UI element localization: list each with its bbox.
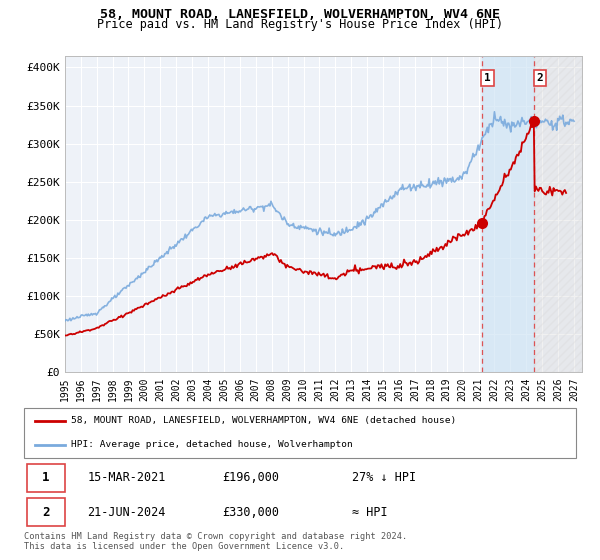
Text: ≈ HPI: ≈ HPI bbox=[352, 506, 388, 519]
FancyBboxPatch shape bbox=[24, 408, 576, 458]
Text: £196,000: £196,000 bbox=[223, 472, 280, 484]
Text: Contains HM Land Registry data © Crown copyright and database right 2024.
This d: Contains HM Land Registry data © Crown c… bbox=[24, 532, 407, 552]
Text: £330,000: £330,000 bbox=[223, 506, 280, 519]
Text: 58, MOUNT ROAD, LANESFIELD, WOLVERHAMPTON, WV4 6NE: 58, MOUNT ROAD, LANESFIELD, WOLVERHAMPTO… bbox=[100, 8, 500, 21]
Bar bbox=[482, 56, 534, 372]
Text: 2: 2 bbox=[43, 506, 50, 519]
Bar bbox=[534, 56, 582, 372]
FancyBboxPatch shape bbox=[27, 498, 65, 526]
Text: 2: 2 bbox=[536, 73, 544, 83]
FancyBboxPatch shape bbox=[27, 464, 65, 492]
Text: Price paid vs. HM Land Registry's House Price Index (HPI): Price paid vs. HM Land Registry's House … bbox=[97, 18, 503, 31]
Text: 21-JUN-2024: 21-JUN-2024 bbox=[88, 506, 166, 519]
Text: 27% ↓ HPI: 27% ↓ HPI bbox=[352, 472, 416, 484]
Text: 58, MOUNT ROAD, LANESFIELD, WOLVERHAMPTON, WV4 6NE (detached house): 58, MOUNT ROAD, LANESFIELD, WOLVERHAMPTO… bbox=[71, 416, 456, 425]
Text: 1: 1 bbox=[43, 472, 50, 484]
Text: 15-MAR-2021: 15-MAR-2021 bbox=[88, 472, 166, 484]
Text: HPI: Average price, detached house, Wolverhampton: HPI: Average price, detached house, Wolv… bbox=[71, 441, 353, 450]
Text: 1: 1 bbox=[484, 73, 491, 83]
